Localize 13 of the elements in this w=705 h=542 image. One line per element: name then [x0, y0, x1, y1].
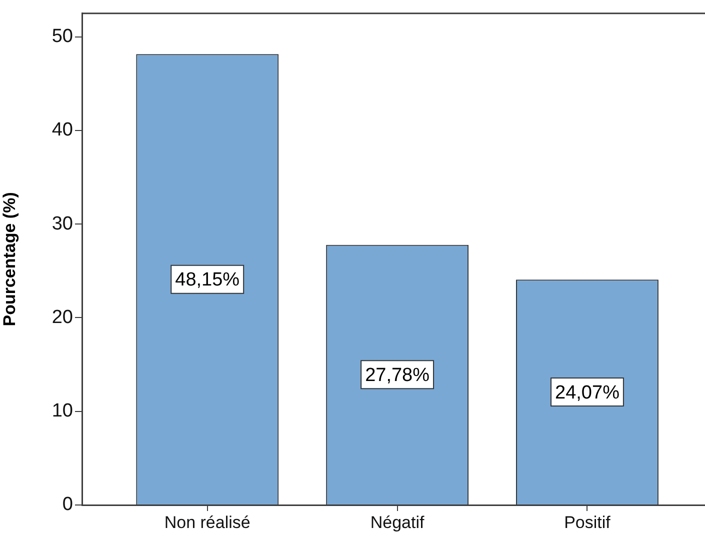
- y-tick-label: 50: [52, 26, 73, 48]
- y-tick-label: 0: [62, 494, 73, 516]
- y-tick-label: 20: [52, 306, 73, 328]
- y-tick-label: 30: [52, 213, 73, 234]
- y-axis-title: Pourcentage (%): [0, 192, 19, 326]
- x-tick-label: Négatif: [370, 512, 424, 532]
- data-label: 24,07%: [555, 382, 620, 404]
- x-tick-label: Positif: [564, 512, 611, 532]
- y-tick-label: 10: [52, 400, 73, 422]
- y-tick-label: 40: [52, 120, 73, 141]
- data-label: 48,15%: [175, 270, 240, 291]
- x-tick-label: Non réalisé: [164, 512, 250, 532]
- data-label: 27,78%: [365, 364, 430, 386]
